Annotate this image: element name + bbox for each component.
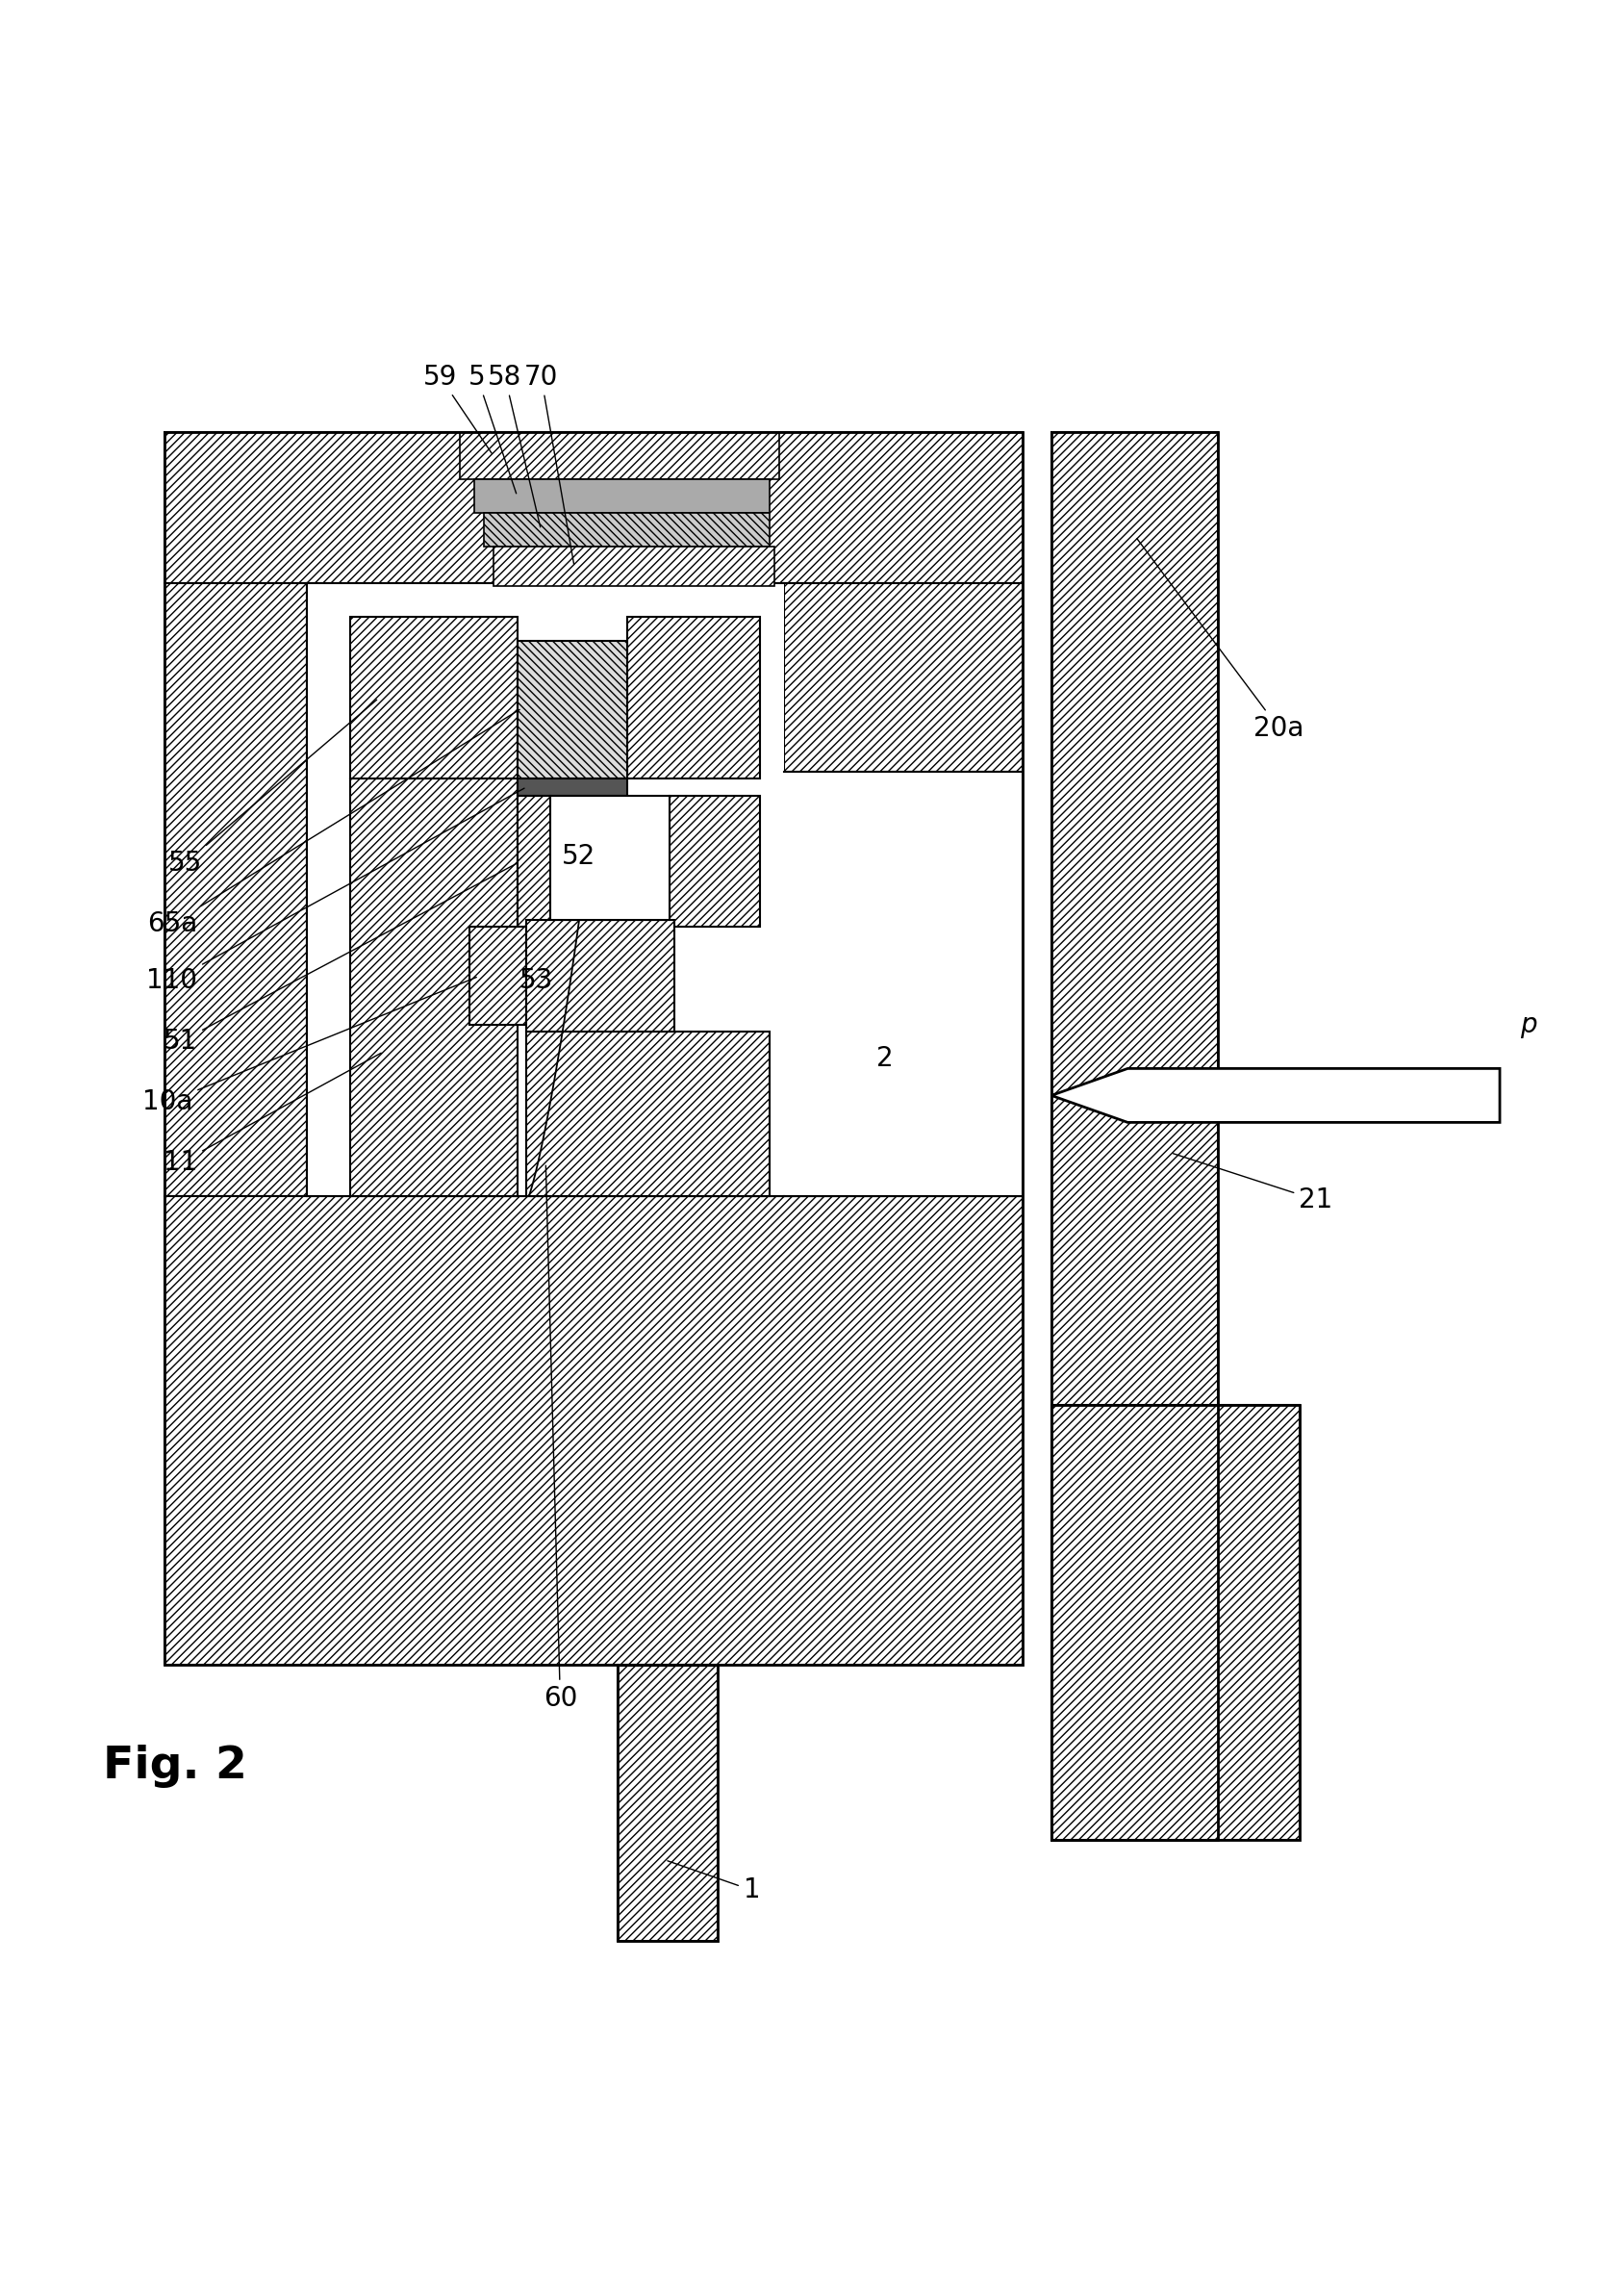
Text: 70: 70	[525, 363, 573, 565]
Polygon shape	[617, 1665, 718, 1940]
Polygon shape	[492, 546, 774, 585]
Text: 10a: 10a	[143, 978, 476, 1116]
Text: 1: 1	[667, 1860, 760, 1903]
Polygon shape	[164, 432, 1022, 583]
Polygon shape	[475, 480, 770, 512]
Polygon shape	[627, 618, 760, 778]
Text: 21: 21	[1173, 1153, 1333, 1212]
Polygon shape	[164, 583, 308, 1196]
Text: 60: 60	[543, 1166, 577, 1713]
Text: 20a: 20a	[1137, 540, 1304, 742]
Polygon shape	[527, 1031, 770, 1196]
Polygon shape	[350, 618, 517, 778]
Text: 5: 5	[468, 363, 517, 494]
Polygon shape	[484, 512, 769, 546]
Polygon shape	[308, 583, 784, 1196]
Polygon shape	[350, 778, 517, 1196]
Polygon shape	[784, 583, 1022, 771]
Polygon shape	[517, 641, 627, 778]
Text: 53: 53	[518, 967, 552, 994]
Polygon shape	[1051, 1405, 1299, 1839]
Text: 51: 51	[164, 863, 518, 1056]
Polygon shape	[784, 771, 1022, 1196]
Polygon shape	[551, 797, 669, 921]
Polygon shape	[517, 778, 627, 797]
Text: 11: 11	[164, 1054, 381, 1176]
Text: Fig. 2: Fig. 2	[104, 1745, 248, 1789]
Polygon shape	[1051, 1068, 1500, 1123]
Text: 59: 59	[423, 363, 492, 452]
Text: 2: 2	[876, 1045, 893, 1072]
Polygon shape	[470, 928, 526, 1024]
Polygon shape	[527, 921, 674, 1031]
Text: 55: 55	[168, 700, 377, 877]
Text: 58: 58	[488, 363, 541, 528]
Polygon shape	[517, 797, 551, 928]
Polygon shape	[164, 1196, 1022, 1665]
Text: 110: 110	[146, 788, 525, 994]
Polygon shape	[669, 797, 760, 928]
Text: 52: 52	[562, 843, 596, 870]
Text: 65a: 65a	[147, 709, 520, 937]
Polygon shape	[1051, 432, 1218, 1839]
Polygon shape	[460, 432, 779, 480]
Text: p: p	[1520, 1010, 1537, 1038]
